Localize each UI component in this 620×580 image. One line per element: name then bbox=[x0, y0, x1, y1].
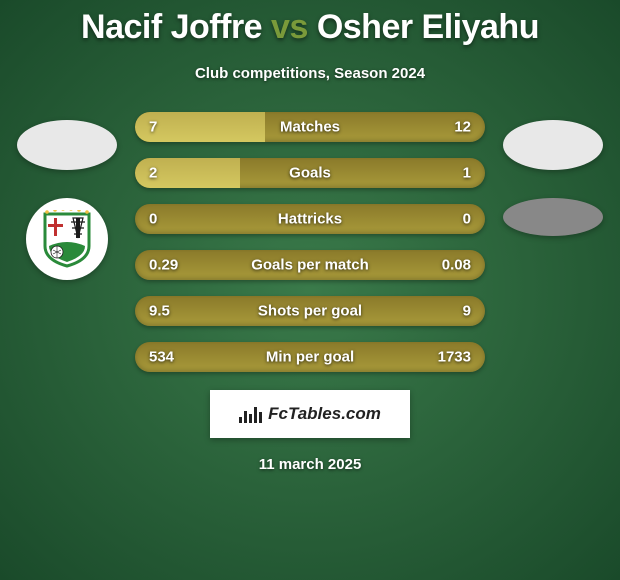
stat-value-right: 1733 bbox=[438, 349, 471, 366]
stat-label: Goals per match bbox=[251, 257, 369, 274]
stat-value-right: 9 bbox=[463, 303, 471, 320]
stat-label: Goals bbox=[289, 165, 331, 182]
player1-avatar bbox=[17, 120, 117, 170]
stat-row: 7 Matches 12 bbox=[135, 112, 485, 142]
stat-row: 0.29 Goals per match 0.08 bbox=[135, 250, 485, 280]
stat-row: 9.5 Shots per goal 9 bbox=[135, 296, 485, 326]
player1-name: Nacif Joffre bbox=[81, 8, 262, 46]
stat-value-left: 7 bbox=[149, 119, 157, 136]
stat-value-right: 0 bbox=[463, 211, 471, 228]
right-side bbox=[503, 112, 603, 236]
player2-name: Osher Eliyahu bbox=[317, 8, 539, 46]
page-title: Nacif Joffre vs Osher Eliyahu bbox=[0, 8, 620, 47]
stat-label: Shots per goal bbox=[258, 303, 362, 320]
footer-brand-badge[interactable]: FcTables.com bbox=[210, 390, 410, 438]
club-shield-icon bbox=[41, 210, 93, 268]
vs-text: vs bbox=[271, 8, 308, 46]
main-content: 7 Matches 12 2 Goals 1 0 Hattricks 0 0.29 Goals pe… bbox=[0, 112, 620, 372]
stat-value-left: 2 bbox=[149, 165, 157, 182]
stat-value-left: 534 bbox=[149, 349, 174, 366]
player1-club-badge bbox=[26, 198, 108, 280]
stat-row: 534 Min per goal 1733 bbox=[135, 342, 485, 372]
stat-value-right: 0.08 bbox=[442, 257, 471, 274]
stat-value-right: 12 bbox=[454, 119, 471, 136]
left-side bbox=[17, 112, 117, 280]
stat-label: Hattricks bbox=[278, 211, 342, 228]
stat-value-left: 9.5 bbox=[149, 303, 170, 320]
stat-value-right: 1 bbox=[463, 165, 471, 182]
stat-label: Matches bbox=[280, 119, 340, 136]
stat-row: 0 Hattricks 0 bbox=[135, 204, 485, 234]
comparison-card: Nacif Joffre vs Osher Eliyahu Club compe… bbox=[0, 0, 620, 473]
stat-value-left: 0.29 bbox=[149, 257, 178, 274]
brand-text: FcTables.com bbox=[268, 404, 381, 424]
footer-date: 11 march 2025 bbox=[0, 456, 620, 473]
player2-avatar bbox=[503, 120, 603, 170]
subtitle: Club competitions, Season 2024 bbox=[0, 65, 620, 82]
player2-club-badge bbox=[503, 198, 603, 236]
stats-bars: 7 Matches 12 2 Goals 1 0 Hattricks 0 0.29 Goals pe… bbox=[135, 112, 485, 372]
stat-label: Min per goal bbox=[266, 349, 354, 366]
stat-row: 2 Goals 1 bbox=[135, 158, 485, 188]
chart-icon bbox=[239, 405, 262, 423]
stat-value-left: 0 bbox=[149, 211, 157, 228]
